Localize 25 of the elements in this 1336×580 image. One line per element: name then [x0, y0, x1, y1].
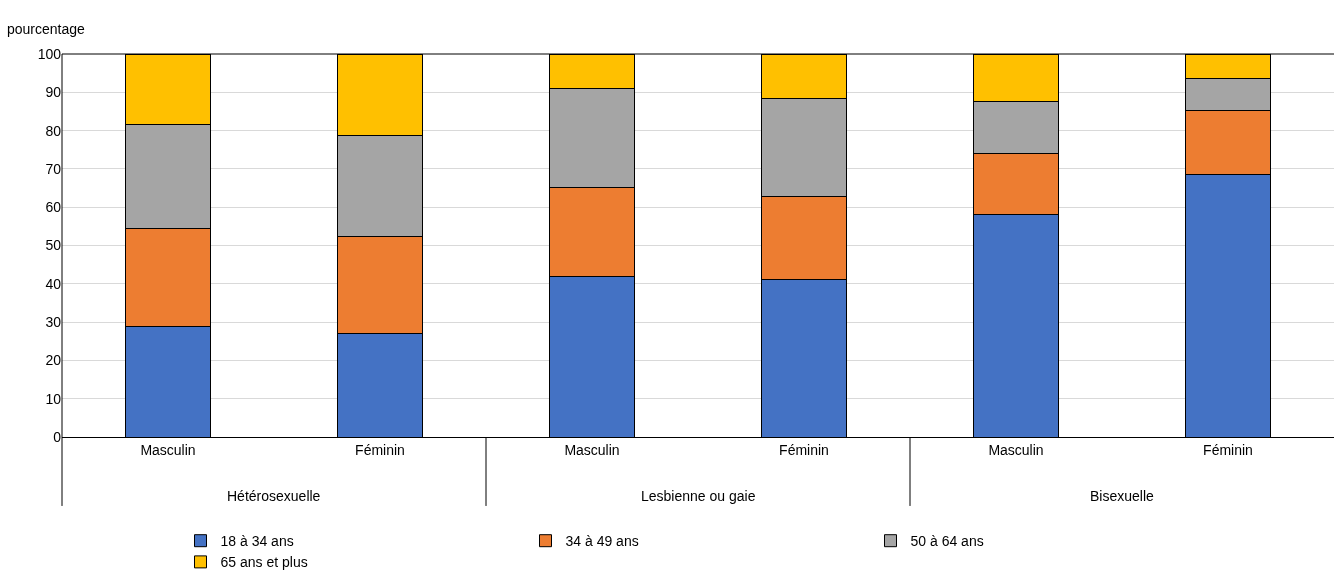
- x-tick-label: Masculin: [140, 441, 196, 458]
- text: Hétérosexuelle: [227, 488, 321, 504]
- y-tick-label: 70: [45, 160, 62, 177]
- x-tick-label: Féminin: [355, 441, 405, 458]
- y-tick-label: 60: [45, 199, 62, 216]
- legend-label: 34 à 49 ans: [565, 533, 639, 550]
- y-axis-title: pourcentage: [7, 21, 86, 37]
- x-tick-label: Masculin: [988, 441, 1044, 458]
- y-tick-label: 80: [45, 122, 62, 139]
- y-tick-label: 50: [45, 237, 62, 254]
- y-tick-label: 100: [37, 45, 62, 62]
- x-tick-label: Masculin: [564, 441, 620, 458]
- y-tick-label: 30: [45, 314, 62, 330]
- y-tick-label: 40: [45, 275, 62, 292]
- x-tick-label: Féminin: [779, 441, 829, 458]
- y-tick-label: 10: [45, 390, 62, 407]
- legend-label: 65 ans et plus: [220, 554, 308, 571]
- y-tick-label: 0: [53, 428, 62, 445]
- text: Lesbienne ou gaie: [641, 488, 756, 504]
- x-tick-label: Féminin: [1203, 441, 1253, 458]
- y-tick-label: 90: [45, 84, 62, 101]
- legend-label: 50 à 64 ans: [910, 533, 984, 550]
- text: Bisexuelle: [1090, 488, 1155, 504]
- y-tick-label: 20: [45, 352, 62, 369]
- legend-label: 18 à 34 ans: [220, 533, 294, 550]
